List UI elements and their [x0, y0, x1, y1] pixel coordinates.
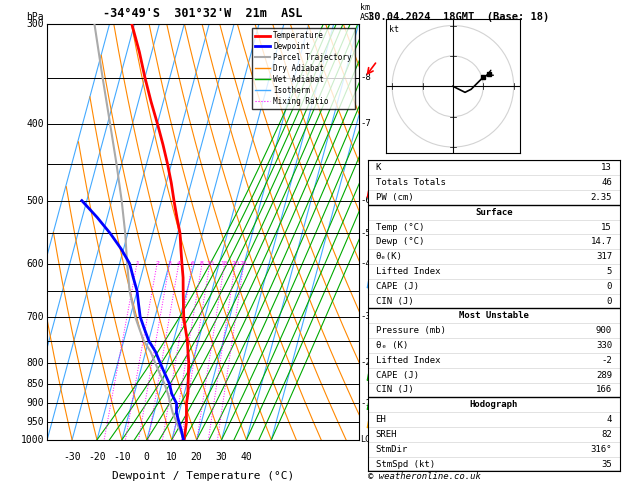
Text: 1: 1: [135, 261, 139, 266]
Text: 13: 13: [601, 163, 612, 172]
Text: km
ASL: km ASL: [360, 3, 375, 22]
Text: -34°49'S  301°32'W  21m  ASL: -34°49'S 301°32'W 21m ASL: [103, 7, 303, 20]
Text: 850: 850: [26, 379, 44, 389]
Text: Dewp (°C): Dewp (°C): [376, 237, 424, 246]
Text: CIN (J): CIN (J): [376, 385, 413, 395]
Text: 15: 15: [221, 261, 228, 266]
Text: 30.04.2024  18GMT  (Base: 18): 30.04.2024 18GMT (Base: 18): [368, 12, 549, 22]
Text: -10: -10: [113, 452, 131, 462]
Text: 6: 6: [190, 261, 194, 266]
Text: 4: 4: [606, 415, 612, 424]
Text: θₑ (K): θₑ (K): [376, 341, 408, 350]
Text: 10: 10: [206, 261, 214, 266]
Text: 900: 900: [26, 399, 44, 408]
Text: hPa: hPa: [26, 12, 44, 22]
Text: 40: 40: [240, 452, 252, 462]
Text: StmDir: StmDir: [376, 445, 408, 454]
Text: 1000: 1000: [21, 435, 44, 445]
Text: 5: 5: [606, 267, 612, 276]
Text: 900: 900: [596, 326, 612, 335]
Text: -8: -8: [360, 73, 371, 82]
Text: Pressure (mb): Pressure (mb): [376, 326, 445, 335]
Text: 46: 46: [601, 178, 612, 187]
Text: Dewpoint / Temperature (°C): Dewpoint / Temperature (°C): [112, 471, 294, 481]
Text: StmSpd (kt): StmSpd (kt): [376, 460, 435, 469]
Text: 4: 4: [177, 261, 181, 266]
Text: LCL: LCL: [360, 435, 375, 444]
Text: 25: 25: [240, 261, 248, 266]
Text: -3: -3: [360, 312, 371, 321]
Text: 500: 500: [26, 195, 44, 206]
Text: Surface: Surface: [475, 208, 513, 217]
Text: -2: -2: [360, 358, 371, 367]
Text: 0: 0: [606, 282, 612, 291]
Text: 700: 700: [26, 312, 44, 322]
Text: 800: 800: [26, 358, 44, 368]
Text: PW (cm): PW (cm): [376, 193, 413, 202]
Text: Temp (°C): Temp (°C): [376, 223, 424, 231]
Text: 289: 289: [596, 371, 612, 380]
Text: -6: -6: [360, 196, 371, 205]
Text: 300: 300: [26, 19, 44, 29]
Text: 2.35: 2.35: [591, 193, 612, 202]
Text: Mixing Ratio (g/kg): Mixing Ratio (g/kg): [398, 189, 406, 275]
Text: -30: -30: [64, 452, 81, 462]
Text: Lifted Index: Lifted Index: [376, 267, 440, 276]
Text: 317: 317: [596, 252, 612, 261]
Text: Most Unstable: Most Unstable: [459, 312, 529, 320]
Text: 950: 950: [26, 417, 44, 427]
Text: 35: 35: [601, 460, 612, 469]
Text: -5: -5: [360, 229, 371, 238]
Text: CAPE (J): CAPE (J): [376, 371, 418, 380]
Text: 14.7: 14.7: [591, 237, 612, 246]
Text: 10: 10: [166, 452, 177, 462]
Text: 20: 20: [191, 452, 203, 462]
Text: kt: kt: [389, 25, 399, 34]
Legend: Temperature, Dewpoint, Parcel Trajectory, Dry Adiabat, Wet Adiabat, Isotherm, Mi: Temperature, Dewpoint, Parcel Trajectory…: [252, 28, 355, 109]
Text: 316°: 316°: [591, 445, 612, 454]
Text: CIN (J): CIN (J): [376, 296, 413, 306]
Text: CAPE (J): CAPE (J): [376, 282, 418, 291]
Text: 600: 600: [26, 259, 44, 269]
Text: θₑ(K): θₑ(K): [376, 252, 403, 261]
Text: -20: -20: [88, 452, 106, 462]
Text: 400: 400: [26, 119, 44, 129]
Text: K: K: [376, 163, 381, 172]
Text: -1: -1: [360, 399, 371, 408]
Text: 2: 2: [155, 261, 159, 266]
Text: 30: 30: [216, 452, 228, 462]
Text: 8: 8: [200, 261, 204, 266]
Text: 330: 330: [596, 341, 612, 350]
Text: SREH: SREH: [376, 430, 397, 439]
Text: 0: 0: [144, 452, 150, 462]
Text: -4: -4: [360, 259, 371, 268]
Text: Totals Totals: Totals Totals: [376, 178, 445, 187]
Text: Lifted Index: Lifted Index: [376, 356, 440, 365]
Text: -7: -7: [360, 119, 371, 128]
Text: EH: EH: [376, 415, 386, 424]
Text: © weatheronline.co.uk: © weatheronline.co.uk: [368, 472, 481, 481]
Text: 15: 15: [601, 223, 612, 231]
Text: 166: 166: [596, 385, 612, 395]
Text: Hodograph: Hodograph: [470, 400, 518, 409]
Text: 82: 82: [601, 430, 612, 439]
Text: 0: 0: [606, 296, 612, 306]
Text: 3: 3: [167, 261, 172, 266]
Text: -2: -2: [601, 356, 612, 365]
Text: 20: 20: [231, 261, 239, 266]
